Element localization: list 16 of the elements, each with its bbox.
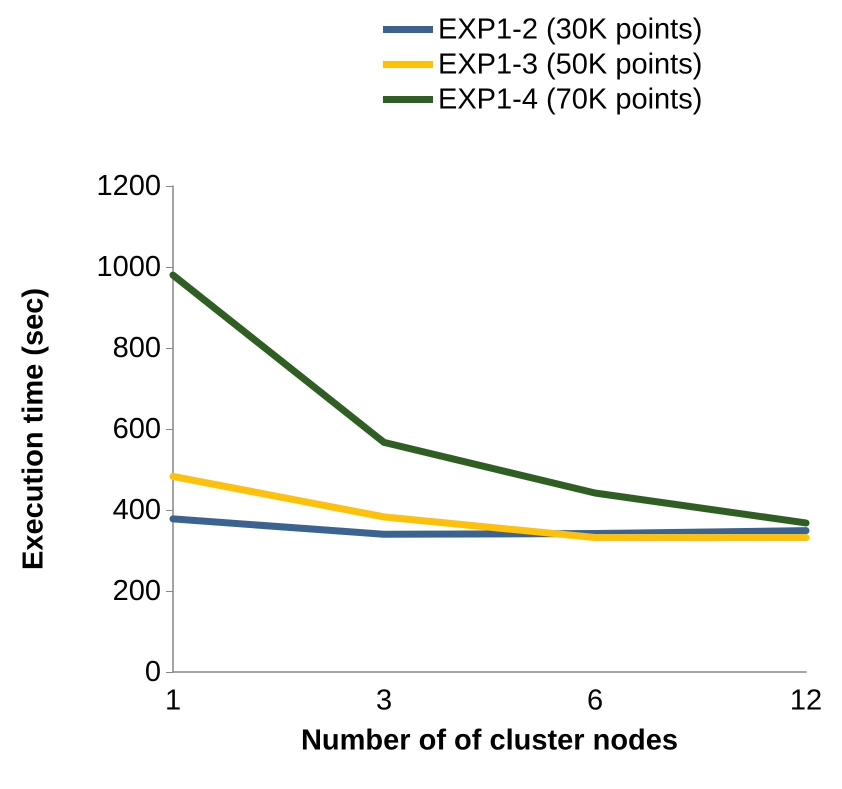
x-tick-label: 12 [790,684,822,716]
x-tick-label: 1 [164,684,182,716]
x-tick-label: 3 [376,684,392,716]
legend-label: EXP1-2 (30K points) [438,14,702,46]
y-tick-label: 800 [112,332,161,364]
y-tick-label: 0 [144,656,161,688]
x-tick-label: 6 [586,684,604,716]
y-axis-title: Execution time (sec) [18,288,50,570]
y-tick-label: 600 [112,413,161,445]
x-axis-title: Number of of cluster nodes [300,724,678,756]
legend-label: EXP1-3 (50K points) [438,48,702,80]
y-tick-label: 400 [112,494,161,526]
y-tick-label: 1000 [96,251,161,283]
y-tick-label: 200 [112,575,161,607]
y-tick-label: 1200 [96,170,161,202]
legend-label: EXP1-4 (70K points) [438,84,702,116]
